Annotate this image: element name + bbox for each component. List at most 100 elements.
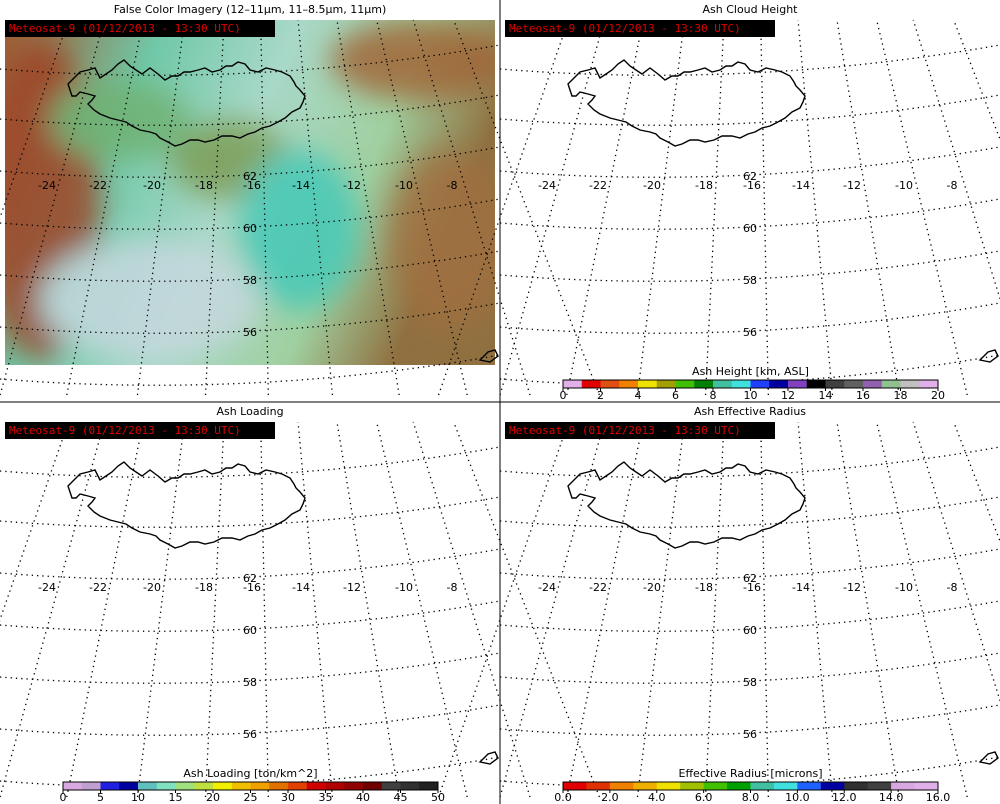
longitude-line: [704, 421, 725, 798]
colorbar-segment: [231, 782, 251, 790]
colorbar-segment: [713, 380, 733, 388]
colorbar-segment: [694, 380, 714, 388]
colorbar-segment: [581, 380, 601, 388]
coastline: [978, 751, 999, 765]
coastline: [567, 461, 806, 549]
coastline: [478, 349, 499, 363]
colorbar-segment: [609, 782, 634, 790]
longitude-label: -12: [343, 179, 361, 192]
longitude-line: [0, 421, 105, 798]
longitude-label: -8: [947, 179, 958, 192]
colorbar-segment: [119, 782, 139, 790]
timestamp-badge: [5, 422, 275, 439]
colorbar-segment: [788, 380, 808, 388]
colorbar-tick-label: 0.0: [554, 791, 572, 804]
colorbar-tick-label: 6: [672, 389, 679, 402]
colorbar-segment: [844, 380, 864, 388]
colorbar-segment: [175, 782, 195, 790]
latitude-label: 58: [743, 676, 757, 689]
colorbar-segment: [325, 782, 345, 790]
colorbar-tick-label: 40: [356, 791, 370, 804]
panel-title: Ash Loading: [216, 405, 283, 418]
longitude-line: [376, 19, 468, 396]
longitude-label: -10: [895, 179, 913, 192]
longitude-line: [797, 421, 834, 798]
timestamp: Meteosat-9 (01/12/2013 - 13:30 UTC): [9, 22, 241, 35]
longitude-label: -20: [643, 179, 661, 192]
longitude-label: -16: [243, 179, 261, 192]
colorbar-segment: [675, 380, 695, 388]
colorbar-tick-label: 6.0: [695, 791, 713, 804]
longitude-label: -8: [447, 179, 458, 192]
timestamp: Meteosat-9 (01/12/2013 - 13:30 UTC): [509, 424, 741, 437]
panel-title: Ash Effective Radius: [694, 405, 806, 418]
longitude-line: [876, 19, 968, 396]
colorbar-segment: [600, 380, 620, 388]
colorbar-tick-label: 20: [931, 389, 945, 402]
latitude-line: [499, 44, 1000, 76]
colorbar-tick-label: 30: [281, 791, 295, 804]
longitude-line: [0, 19, 105, 396]
longitude-line: [412, 19, 531, 396]
colorbar-segment: [138, 782, 158, 790]
colorbar-segment: [844, 782, 869, 790]
colorbar-segment: [750, 782, 775, 790]
latitude-line: [0, 446, 501, 478]
colorbar-segment: [63, 782, 83, 790]
colorbar-tick-label: 18: [894, 389, 908, 402]
longitude-line: [499, 421, 605, 798]
latitude-label: 58: [243, 274, 257, 287]
latitude-line: [0, 250, 501, 282]
colorbar-tick-label: 14: [819, 389, 833, 402]
latitude-label: 60: [243, 624, 257, 637]
panel-title: False Color Imagery (12–11μm, 11–8.5μm, …: [114, 3, 387, 16]
latitude-line: [0, 704, 501, 736]
longitude-line: [912, 421, 1000, 703]
latitude-line: [0, 146, 501, 178]
latitude-line: [499, 302, 1000, 334]
longitude-label: -16: [743, 179, 761, 192]
longitude-label: -8: [947, 581, 958, 594]
longitude-label: -14: [792, 581, 810, 594]
longitude-label: -12: [843, 581, 861, 594]
colorbar-tick-label: 50: [431, 791, 445, 804]
longitude-line: [204, 19, 225, 396]
latitude-line: [499, 548, 1000, 580]
longitude-label: -10: [395, 581, 413, 594]
longitude-label: -22: [89, 179, 107, 192]
colorbar-label: Ash Loading [ton/km^2]: [183, 767, 317, 780]
colorbar-segment: [750, 380, 770, 388]
false-color-image: [5, 20, 495, 365]
colorbar-segment: [156, 782, 176, 790]
map-panel: -24 -22 -20 -18 -16 -14 -12 -10 -8 62 60 58 56 Ash Lo…: [0, 405, 600, 804]
colorbar-label: Effective Radius [microns]: [679, 767, 823, 780]
colorbar-segment: [344, 782, 364, 790]
colorbar-segment: [288, 782, 308, 790]
longitude-label: -22: [589, 179, 607, 192]
latitude-label: 60: [743, 222, 757, 235]
latitude-label: 62: [243, 170, 257, 183]
longitude-line: [566, 19, 644, 396]
longitude-label: -12: [843, 179, 861, 192]
colorbar-segment: [419, 782, 439, 790]
longitude-line: [566, 421, 644, 798]
longitude-label: -18: [195, 179, 213, 192]
longitude-label: -14: [792, 179, 810, 192]
longitude-label: -16: [743, 581, 761, 594]
longitude-line: [376, 421, 468, 798]
latitude-label: 60: [243, 222, 257, 235]
latitude-line: [0, 600, 501, 632]
latitude-line: [499, 446, 1000, 478]
latitude-line: [499, 704, 1000, 736]
colorbar-segment: [306, 782, 326, 790]
longitude-label: -8: [447, 581, 458, 594]
colorbar-tick-label: 16: [856, 389, 870, 402]
colorbar-tick-label: 25: [244, 791, 258, 804]
longitude-line: [66, 421, 144, 798]
colorbar-segment: [900, 380, 920, 388]
colorbar-segment: [731, 380, 751, 388]
colorbar-segment: [194, 782, 214, 790]
colorbar-segment: [656, 380, 676, 388]
colorbar-tick-label: 45: [394, 791, 408, 804]
colorbar-segment: [797, 782, 822, 790]
